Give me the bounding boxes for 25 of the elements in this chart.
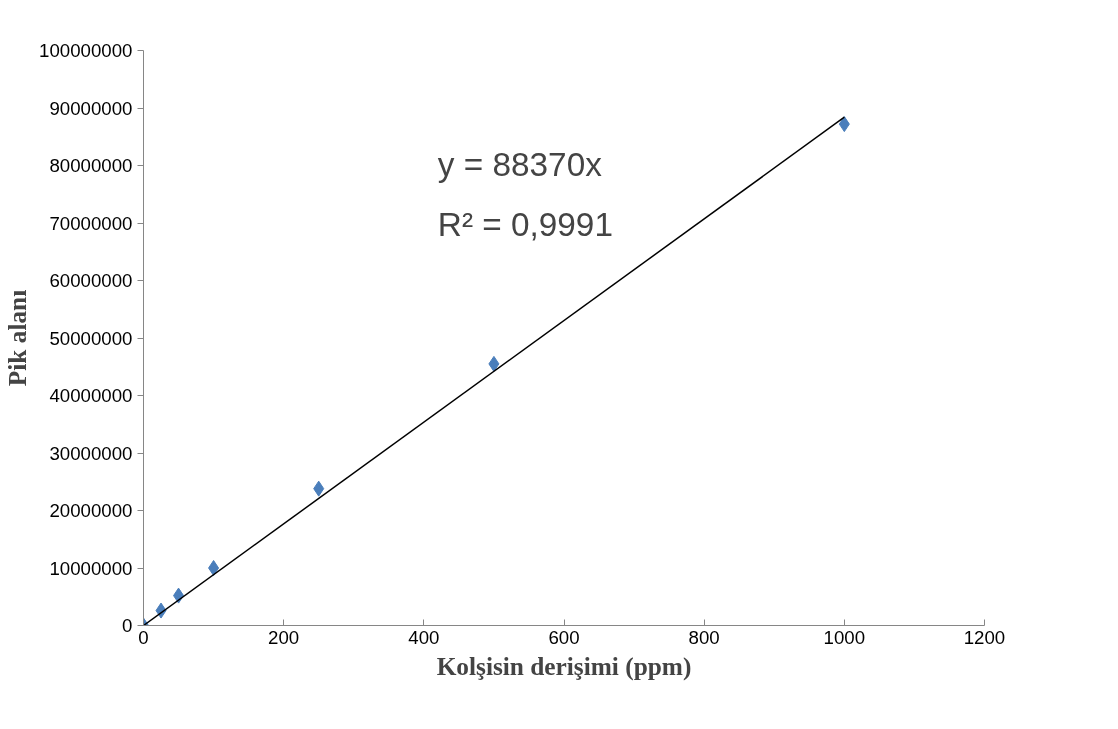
x-tick-label: 1200 [963,626,1006,648]
point [313,480,325,497]
x-tick-label: 400 [408,626,440,648]
x-tick-label: 200 [268,626,300,648]
y-tick-label: 80000000 [49,155,133,176]
y-tick-label: 50000000 [49,327,133,349]
x-tick-label: 1000 [823,626,866,648]
y-tick-label: 30000000 [49,442,133,464]
x-tick-label: 0 [138,626,149,648]
y-axis-title: Pik alanı [3,289,32,387]
x-tick-label: 800 [688,626,720,648]
x-tick-label: 600 [548,626,580,648]
annotation: y = 88370x [437,145,603,183]
y-tick-label: 90000000 [49,97,133,119]
y-tick-label: 100000000 [39,40,133,61]
y-tick-label: 60000000 [49,270,133,291]
y-tick-label: 70000000 [49,212,133,234]
x-axis-title: Kolşisin derişimi (ppm) [436,651,692,681]
point [838,116,850,133]
annotation: R² = 0,9991 [437,206,613,244]
y-tick-label: 10000000 [49,557,133,579]
point [488,355,500,372]
y-tick-label: 40000000 [49,385,133,406]
point [208,560,220,576]
y-tick-label: 20000000 [49,500,133,521]
